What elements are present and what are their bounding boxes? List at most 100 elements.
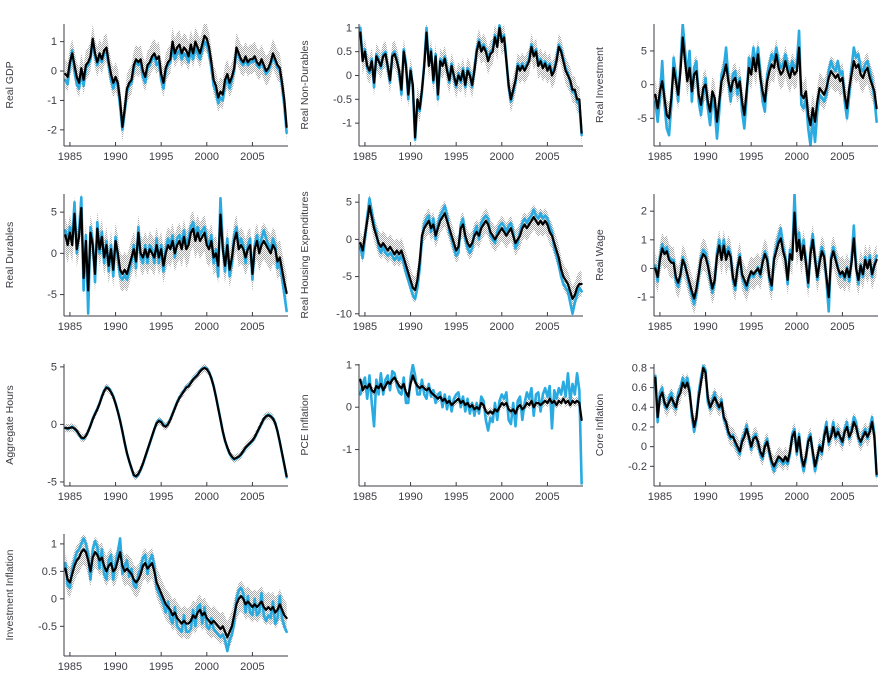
y-tick-label: 5 bbox=[346, 197, 352, 209]
y-axis-label: PCE Inflation bbox=[299, 394, 311, 455]
y-tick-label: 0 bbox=[51, 593, 57, 605]
axes bbox=[60, 534, 288, 657]
posterior-median-line bbox=[654, 366, 878, 476]
actual-data-line bbox=[654, 364, 878, 478]
axes bbox=[60, 24, 288, 147]
y-tick-label: -5 bbox=[637, 113, 647, 125]
x-tick-label: 2000 bbox=[195, 661, 219, 673]
y-tick-label: 1 bbox=[51, 36, 57, 48]
x-tick-label: 1990 bbox=[103, 151, 127, 163]
x-tick-label: 1985 bbox=[353, 491, 377, 503]
y-tick-label: -5 bbox=[47, 476, 57, 488]
x-tick-label: 2000 bbox=[490, 151, 514, 163]
credible-band bbox=[655, 364, 877, 485]
real-investment-chart: -5 0 5 1985 1990 1995 2000 2005 Real Investment bbox=[594, 24, 878, 163]
x-tick-label: 1985 bbox=[648, 321, 672, 333]
y-tick-label: 1 bbox=[346, 22, 352, 34]
subplot-investment-inflation: -0.5 0 0.5 1 1985 1990 1995 2000 2005 Investment … bbox=[0, 510, 295, 694]
y-tick-label: 0 bbox=[346, 234, 352, 246]
y-tick-label: -0.2 bbox=[628, 461, 647, 473]
y-tick-label: 5 bbox=[641, 45, 647, 57]
x-tick-label: 1985 bbox=[648, 491, 672, 503]
x-tick-label: 1990 bbox=[398, 321, 422, 333]
x-tick-label: 2005 bbox=[240, 661, 264, 673]
y-tick-label: -5 bbox=[47, 289, 57, 301]
subplot-real-housing-expenditures: -10 -5 0 5 1985 1990 1995 2000 2005 Real Housing … bbox=[295, 170, 590, 340]
real-gdp-chart: -2 -1 0 1 1985 1990 1995 2000 2005 Real GDP bbox=[4, 24, 288, 163]
y-tick-label: 0.4 bbox=[632, 402, 647, 414]
y-tick-label: 0.5 bbox=[42, 566, 57, 578]
y-tick-label: 0.5 bbox=[337, 46, 352, 58]
y-tick-label: -0.5 bbox=[333, 94, 352, 106]
x-tick-label: 2005 bbox=[240, 151, 264, 163]
y-tick-label: -1 bbox=[47, 95, 57, 107]
x-tick-label: 2000 bbox=[195, 321, 219, 333]
posterior-median-line bbox=[359, 26, 583, 139]
x-tick-label: 2000 bbox=[785, 321, 809, 333]
x-tick-label: 1995 bbox=[739, 491, 763, 503]
subplot-real-durables: -5 0 5 1985 1990 1995 2000 2005 Real Durables bbox=[0, 170, 295, 340]
x-tick-label: 1990 bbox=[693, 151, 717, 163]
x-tick-label: 2000 bbox=[490, 321, 514, 333]
y-tick-label: 0 bbox=[51, 419, 57, 431]
y-axis-label: Real GDP bbox=[4, 61, 16, 108]
x-tick-label: 1990 bbox=[693, 491, 717, 503]
x-tick-label: 2005 bbox=[830, 491, 854, 503]
y-axis-label: Real Non-Durables bbox=[299, 40, 311, 129]
y-tick-label: 1 bbox=[346, 359, 352, 371]
y-tick-label: 1 bbox=[641, 234, 647, 246]
x-tick-label: 1985 bbox=[58, 321, 82, 333]
x-tick-label: 2000 bbox=[785, 491, 809, 503]
actual-data-line bbox=[359, 197, 583, 316]
posterior-median-line bbox=[64, 206, 288, 295]
y-tick-label: 0 bbox=[641, 441, 647, 453]
subplot-real-investment: -5 0 5 1985 1990 1995 2000 2005 Real Investment bbox=[590, 0, 886, 170]
x-tick-label: 1990 bbox=[103, 661, 127, 673]
y-axis-label: Real Durables bbox=[4, 222, 16, 289]
x-tick-label: 2005 bbox=[830, 321, 854, 333]
y-tick-label: -2 bbox=[47, 124, 57, 136]
x-tick-label: 2000 bbox=[490, 491, 514, 503]
x-tick-label: 1985 bbox=[353, 151, 377, 163]
real-wage-chart: -1 0 1 2 1985 1990 1995 2000 2005 Real Wage bbox=[594, 194, 878, 333]
core-inflation-chart: -0.2 0 0.2 0.4 0.6 0.8 1985 1990 1995 2000 2005 Cor… bbox=[594, 362, 878, 503]
x-tick-label: 1990 bbox=[693, 321, 717, 333]
y-tick-label: 1 bbox=[51, 538, 57, 550]
x-tick-label: 1995 bbox=[149, 661, 173, 673]
x-tick-label: 2000 bbox=[195, 151, 219, 163]
x-tick-label: 2005 bbox=[535, 151, 559, 163]
subplot-core-inflation: -0.2 0 0.2 0.4 0.6 0.8 1985 1990 1995 2000 2005 Cor… bbox=[590, 340, 886, 510]
credible-band bbox=[65, 364, 287, 481]
x-tick-label: 2000 bbox=[195, 491, 219, 503]
posterior-median-line bbox=[359, 374, 583, 422]
y-axis-label: Real Wage bbox=[594, 229, 606, 281]
subplot-real-wage: -1 0 1 2 1985 1990 1995 2000 2005 Real Wage bbox=[590, 170, 886, 340]
x-tick-label: 1995 bbox=[149, 491, 173, 503]
x-tick-label: 2005 bbox=[830, 151, 854, 163]
x-tick-label: 1990 bbox=[398, 151, 422, 163]
posterior-median-line bbox=[64, 34, 288, 128]
x-tick-label: 1985 bbox=[353, 321, 377, 333]
x-tick-label: 1995 bbox=[149, 151, 173, 163]
axes bbox=[650, 24, 878, 147]
pce-inflation-chart: -1 0 1 1985 1990 1995 2000 2005 PCE Inflation bbox=[299, 359, 583, 503]
y-tick-label: 0 bbox=[346, 70, 352, 82]
posterior-median-line bbox=[64, 366, 288, 478]
subplot-real-non-durables: -1 -0.5 0 0.5 1 1985 1990 1995 2000 2005 Real Non-… bbox=[295, 0, 590, 170]
real-non-durables-chart: -1 -0.5 0 0.5 1 1985 1990 1995 2000 2005 Real Non-… bbox=[299, 22, 583, 163]
subplot-aggregate-hours: -5 0 5 1985 1990 1995 2000 2005 Aggregate Hours bbox=[0, 340, 295, 510]
aggregate-hours-chart: -5 0 5 1985 1990 1995 2000 2005 Aggregate Hours bbox=[4, 361, 288, 503]
x-tick-label: 1985 bbox=[58, 151, 82, 163]
actual-data-line bbox=[64, 366, 288, 479]
axes bbox=[60, 364, 288, 487]
posterior-median-line bbox=[654, 36, 878, 127]
subplot-real-gdp: -2 -1 0 1 1985 1990 1995 2000 2005 Real GDP bbox=[0, 0, 295, 170]
axes bbox=[650, 194, 878, 317]
subplot-pce-inflation: -1 0 1 1985 1990 1995 2000 2005 PCE Inflation bbox=[295, 340, 590, 510]
y-tick-label: 0 bbox=[51, 66, 57, 78]
y-tick-label: 0.6 bbox=[632, 382, 647, 394]
y-tick-label: -1 bbox=[342, 118, 352, 130]
x-tick-label: 1995 bbox=[444, 491, 468, 503]
